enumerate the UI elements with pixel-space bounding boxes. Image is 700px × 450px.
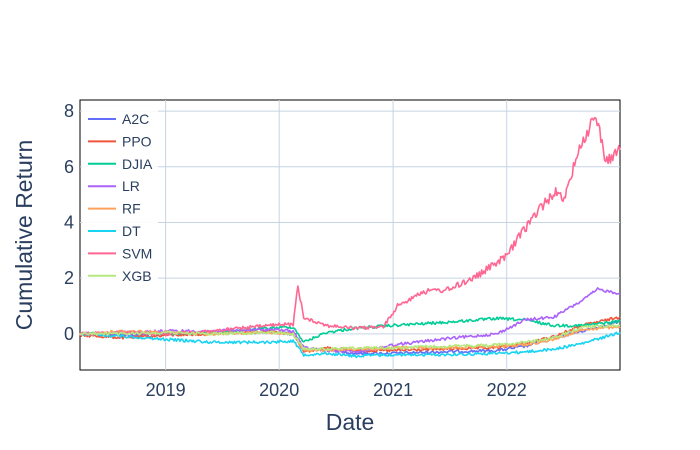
series-line-dt	[79, 331, 621, 359]
y-tick-label: 6	[64, 157, 74, 177]
legend: A2C PPO DJIA LR RF DT SVM XGB	[82, 104, 158, 290]
legend-label-svm: SVM	[122, 245, 152, 261]
x-tick-label: 2020	[259, 380, 299, 400]
legend-box	[82, 104, 158, 290]
y-tick-label: 0	[64, 324, 74, 344]
y-tick-label: 8	[64, 101, 74, 121]
y-tick-label: 4	[64, 212, 74, 232]
legend-label-xgb: XGB	[122, 268, 152, 284]
series-lines	[79, 116, 621, 359]
x-axis-title: Date	[326, 409, 375, 435]
legend-label-a2c: A2C	[122, 111, 149, 127]
x-tick-labels: 2019 2020 2021 2022	[146, 380, 527, 400]
x-tick-label: 2019	[146, 380, 186, 400]
plot-frame	[79, 99, 621, 371]
legend-label-rf: RF	[122, 201, 141, 217]
legend-label-ppo: PPO	[122, 133, 152, 149]
series-line-svm	[79, 116, 621, 336]
legend-label-dt: DT	[122, 223, 141, 239]
x-tick-label: 2022	[487, 380, 527, 400]
y-tick-labels: 0 2 4 6 8	[64, 101, 74, 344]
y-tick-label: 2	[64, 268, 74, 288]
x-tick-label: 2021	[373, 380, 413, 400]
plot-area	[79, 99, 621, 371]
series-line-lr	[79, 287, 621, 354]
legend-label-djia: DJIA	[122, 156, 153, 172]
legend-label-lr: LR	[122, 178, 140, 194]
series-line-xgb	[80, 323, 621, 352]
y-axis-title: Cumulative Return	[11, 140, 37, 330]
